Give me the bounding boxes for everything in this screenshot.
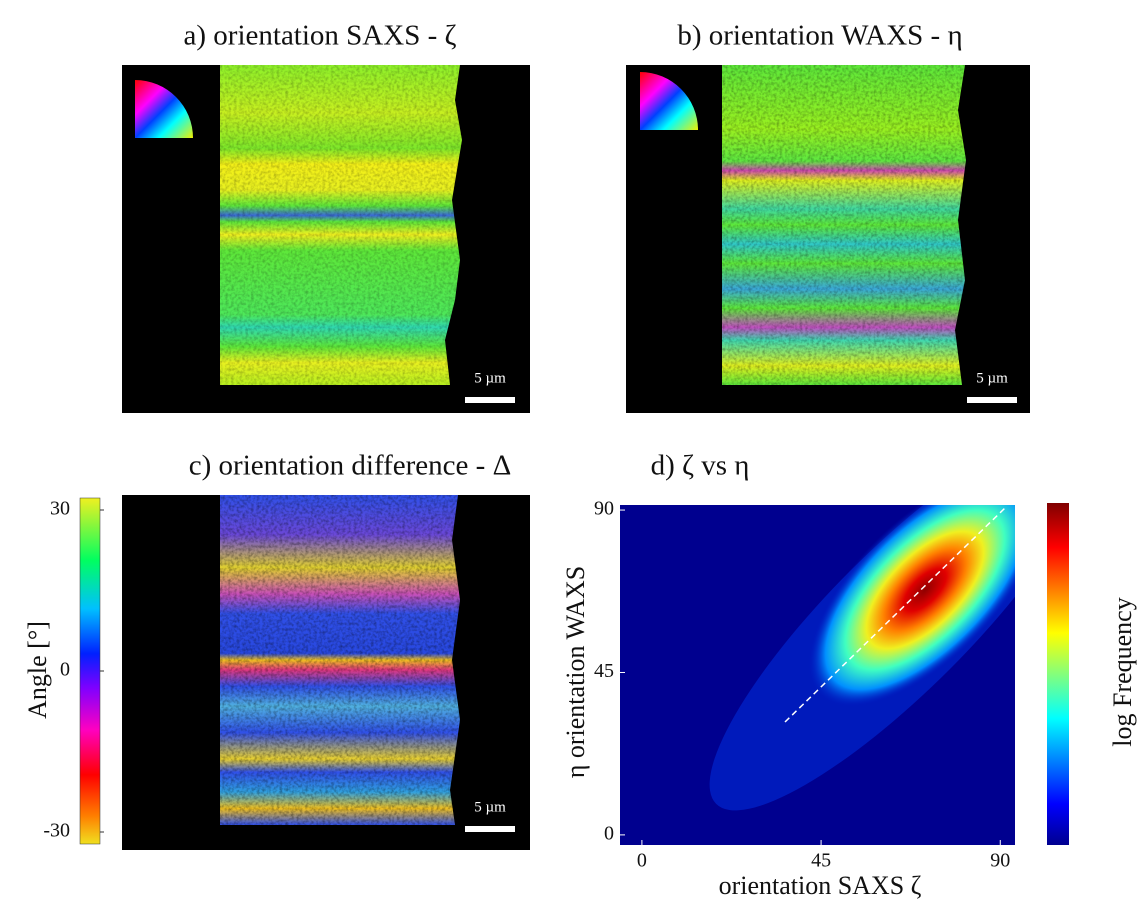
colorbar — [79, 497, 101, 845]
panel-title: c) orientation difference - Δ — [189, 450, 511, 482]
x-axis-label: orientation SAXS ζ — [719, 871, 922, 900]
y-axis-label: η orientation WAXS — [561, 566, 590, 778]
x-tick-label: 90 — [990, 850, 1010, 872]
colorbar-label: Angle [°] — [23, 621, 52, 719]
scale-bar — [967, 397, 1017, 403]
scale-bar-label: 5 µm — [976, 370, 1008, 386]
orientation-map — [722, 65, 966, 385]
scale-bar — [465, 397, 515, 403]
scale-bar-label: 5 µm — [474, 370, 506, 386]
scale-bar — [465, 826, 515, 832]
scale-bar-label: 5 µm — [474, 799, 506, 815]
panel-title: d) ζ vs η — [651, 450, 750, 482]
diagonal-guide — [784, 507, 1006, 723]
colorbar-tick-label: 30 — [50, 498, 70, 520]
y-tick-label: 90 — [594, 498, 614, 520]
colorbar — [1047, 503, 1069, 845]
colorbar-tick-label: 0 — [60, 659, 70, 681]
difference-map — [220, 495, 460, 825]
x-tick-label: 45 — [811, 850, 831, 872]
colorbar-tick-label: -30 — [43, 820, 70, 842]
color-wheel — [135, 80, 193, 138]
panel-title: a) orientation SAXS - ζ — [184, 20, 457, 52]
colorbar-label: log Frequency — [1108, 597, 1137, 746]
panel-title: b) orientation WAXS - η — [677, 20, 962, 52]
color-wheel — [640, 72, 698, 130]
y-tick-label: 0 — [604, 822, 614, 844]
y-tick-label: 45 — [594, 660, 614, 682]
orientation-map — [220, 65, 462, 385]
heatmap — [709, 505, 1015, 811]
x-tick-label: 0 — [637, 850, 647, 872]
